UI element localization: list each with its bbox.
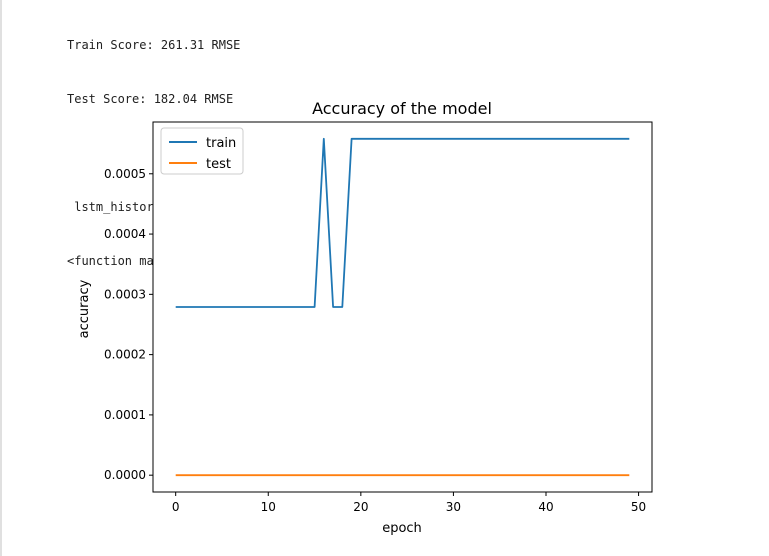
- x-tick-label: 10: [261, 500, 276, 514]
- y-tick-label: 0.0003: [104, 287, 146, 301]
- x-tick-label: 40: [538, 500, 553, 514]
- x-tick-label: 30: [446, 500, 461, 514]
- y-tick-label: 0.0002: [104, 348, 146, 362]
- y-tick-label: 0.0004: [104, 227, 146, 241]
- y-tick-label: 0.0001: [104, 408, 146, 422]
- x-tick-label: 0: [172, 500, 180, 514]
- series-layer: [175, 137, 630, 477]
- x-tick-label: 20: [353, 500, 368, 514]
- test-score-line: Test Score: 182.04 RMSE: [67, 92, 234, 106]
- ticks-layer: 0 10 20 30 40 50 0.0000 0.0001 0.0002 0.0003 0.000…: [104, 167, 646, 514]
- legend-label-train: train: [206, 136, 236, 151]
- output-gutter: [0, 0, 2, 556]
- x-tick-label: 50: [631, 500, 646, 514]
- accuracy-chart: 0 10 20 30 40 50 0.0000 0.0001 0.0002 0.0003 0.000…: [77, 99, 653, 536]
- y-axis-label: accuracy: [77, 279, 92, 338]
- legend: train test: [160, 127, 244, 175]
- series-line-train: [175, 137, 630, 308]
- legend-label-test: test: [206, 157, 231, 172]
- matplotlib-figure: 0 10 20 30 40 50 0.0000 0.0001 0.0002 0.0003 0.000…: [60, 92, 680, 552]
- y-tick-label: 0.0005: [104, 167, 146, 181]
- x-axis-label: epoch: [382, 521, 422, 536]
- train-score-line: Train Score: 261.31 RMSE: [67, 38, 241, 52]
- y-tick-label: 0.0000: [104, 468, 146, 482]
- chart-title: Accuracy of the model: [312, 99, 492, 118]
